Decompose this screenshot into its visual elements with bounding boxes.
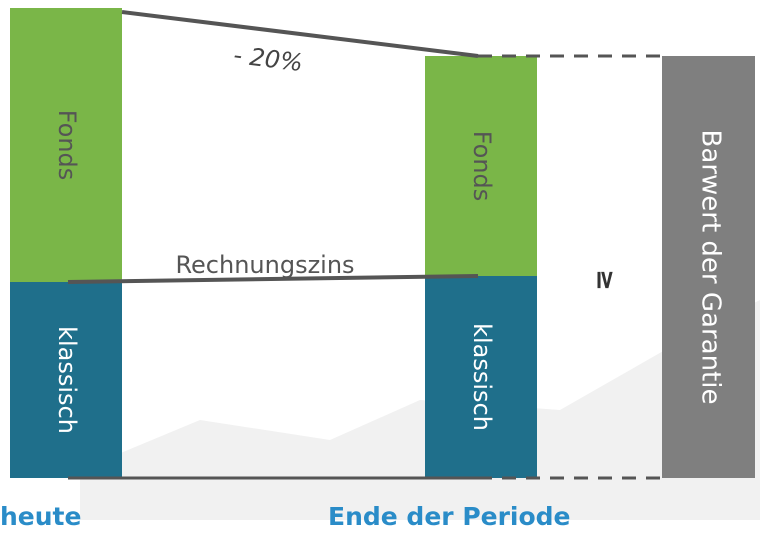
connector-line	[121, 10, 479, 58]
comparison-sign: ≥	[591, 269, 621, 291]
background-map	[80, 300, 760, 520]
guarantee-bar	[662, 56, 755, 478]
map-silhouette	[80, 300, 760, 520]
classic-bar	[425, 276, 537, 478]
column-label: Ende der Periode	[328, 502, 571, 530]
classic-label: klassisch	[468, 323, 496, 431]
fund-label: Fonds	[53, 110, 81, 181]
column-label: heute	[0, 502, 81, 530]
guarantee-label: Barwert der Garantie	[696, 130, 726, 405]
fund-label: Fonds	[468, 131, 496, 202]
change-label: - 20%	[232, 41, 305, 77]
interest-label: Rechnungszins	[175, 251, 354, 279]
fund-bar	[10, 8, 122, 282]
classic-bar	[10, 282, 122, 478]
connector-line	[67, 274, 479, 284]
fund-bar	[425, 56, 537, 276]
classic-label: klassisch	[53, 326, 81, 434]
